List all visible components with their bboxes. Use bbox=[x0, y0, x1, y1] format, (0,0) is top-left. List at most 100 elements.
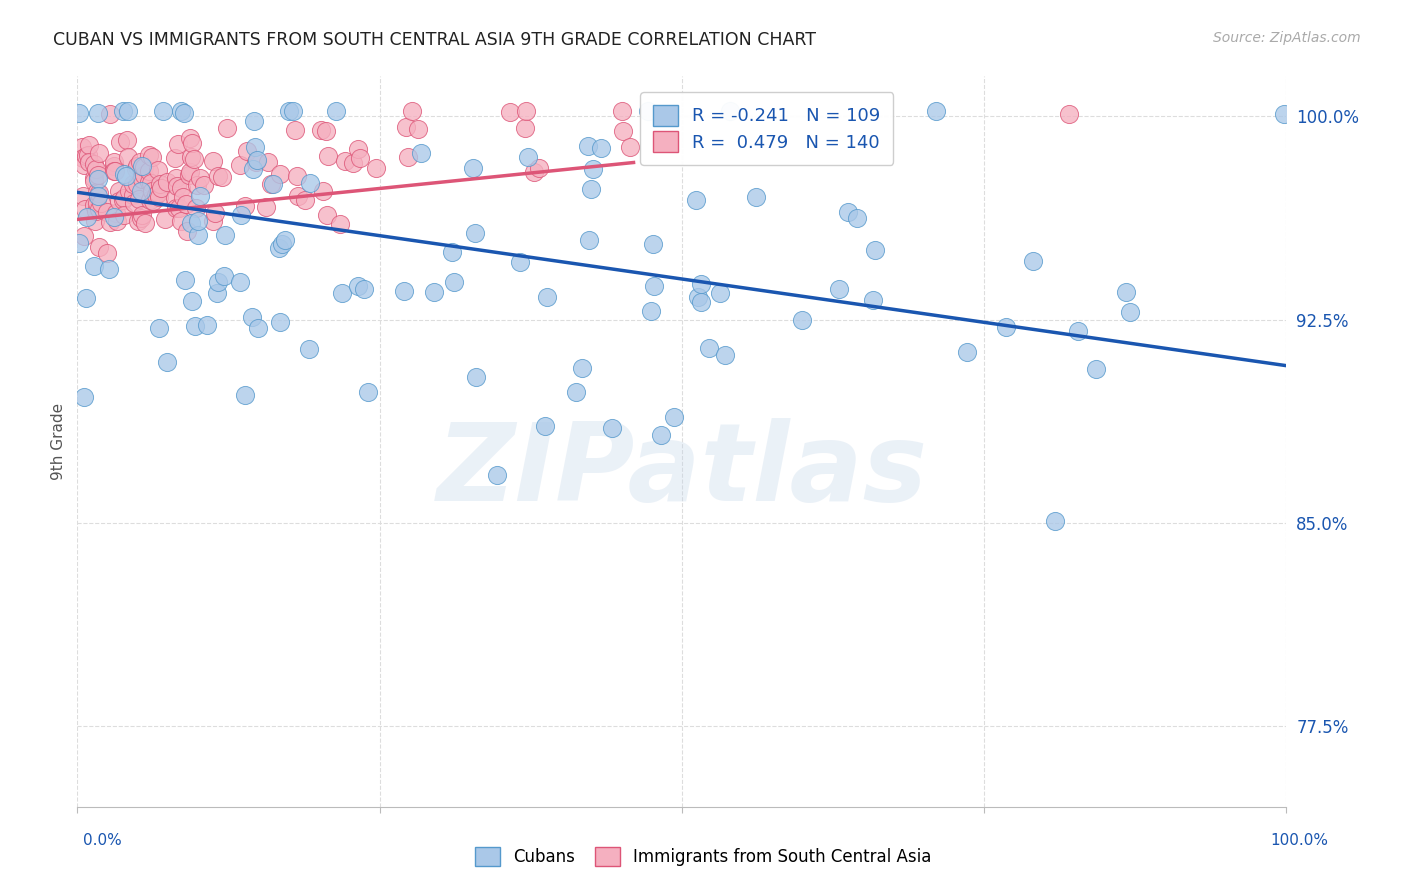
Point bbox=[284, 123, 307, 137]
Point bbox=[443, 275, 465, 289]
Point bbox=[287, 189, 309, 203]
Point bbox=[75, 291, 97, 305]
Point bbox=[179, 130, 201, 145]
Point bbox=[745, 190, 768, 204]
Point bbox=[70, 140, 93, 154]
Point bbox=[193, 178, 215, 192]
Point bbox=[349, 151, 371, 165]
Point bbox=[121, 187, 143, 202]
Point bbox=[104, 164, 127, 178]
Point bbox=[346, 279, 368, 293]
Point bbox=[156, 354, 179, 368]
Point bbox=[342, 156, 364, 170]
Point bbox=[86, 195, 108, 210]
Point bbox=[112, 103, 135, 118]
Point bbox=[995, 319, 1018, 334]
Point bbox=[709, 285, 731, 300]
Point bbox=[167, 137, 190, 152]
Point bbox=[170, 213, 193, 227]
Point bbox=[229, 275, 252, 289]
Point bbox=[564, 384, 586, 399]
Point bbox=[1043, 514, 1066, 528]
Point bbox=[138, 163, 160, 178]
Point bbox=[190, 189, 212, 203]
Point bbox=[685, 193, 707, 207]
Point bbox=[121, 177, 143, 191]
Point bbox=[114, 169, 136, 183]
Point bbox=[347, 142, 370, 156]
Point bbox=[245, 155, 267, 169]
Point bbox=[87, 202, 110, 217]
Point bbox=[262, 178, 284, 192]
Point bbox=[87, 189, 110, 203]
Point bbox=[392, 284, 415, 298]
Point bbox=[148, 190, 170, 204]
Point bbox=[269, 168, 291, 182]
Point bbox=[243, 113, 266, 128]
Point bbox=[610, 103, 633, 118]
Point bbox=[84, 214, 107, 228]
Point bbox=[77, 148, 100, 162]
Point bbox=[281, 103, 304, 118]
Point bbox=[231, 208, 253, 222]
Point bbox=[195, 318, 218, 332]
Point bbox=[790, 313, 813, 327]
Point bbox=[315, 124, 337, 138]
Point bbox=[463, 161, 485, 176]
Point bbox=[104, 206, 127, 220]
Point bbox=[486, 468, 509, 483]
Point bbox=[422, 285, 444, 300]
Point bbox=[76, 211, 98, 225]
Point bbox=[533, 418, 555, 433]
Point bbox=[714, 347, 737, 361]
Point bbox=[406, 121, 429, 136]
Point bbox=[236, 144, 259, 158]
Point bbox=[67, 236, 90, 251]
Point bbox=[440, 245, 463, 260]
Point bbox=[240, 310, 263, 325]
Point bbox=[201, 214, 224, 228]
Point bbox=[260, 178, 283, 192]
Point bbox=[650, 428, 672, 442]
Point bbox=[527, 161, 550, 175]
Point bbox=[176, 224, 198, 238]
Legend: R = -0.241   N = 109, R =  0.479   N = 140: R = -0.241 N = 109, R = 0.479 N = 140 bbox=[640, 92, 893, 164]
Point bbox=[83, 260, 105, 274]
Point bbox=[141, 150, 163, 164]
Point bbox=[582, 162, 605, 177]
Point bbox=[269, 315, 291, 329]
Point bbox=[498, 105, 520, 120]
Point bbox=[837, 204, 859, 219]
Point bbox=[163, 191, 186, 205]
Point bbox=[98, 107, 121, 121]
Point bbox=[690, 295, 713, 310]
Point bbox=[316, 208, 339, 222]
Point bbox=[148, 321, 170, 335]
Point bbox=[186, 178, 208, 192]
Point bbox=[75, 202, 97, 216]
Point bbox=[233, 388, 256, 402]
Point bbox=[298, 342, 321, 356]
Point bbox=[146, 163, 169, 178]
Point bbox=[956, 344, 979, 359]
Point bbox=[75, 149, 97, 163]
Point bbox=[204, 206, 226, 220]
Point bbox=[173, 273, 195, 287]
Point bbox=[179, 164, 201, 178]
Point bbox=[318, 149, 340, 163]
Point bbox=[134, 168, 156, 182]
Point bbox=[112, 191, 135, 205]
Point bbox=[298, 176, 321, 190]
Point bbox=[180, 293, 202, 308]
Point bbox=[270, 236, 292, 251]
Point bbox=[112, 168, 135, 182]
Point bbox=[86, 185, 108, 199]
Point bbox=[278, 103, 301, 118]
Point bbox=[862, 293, 884, 307]
Point bbox=[134, 216, 156, 230]
Point bbox=[72, 158, 94, 172]
Point bbox=[167, 201, 190, 215]
Point bbox=[183, 152, 205, 166]
Point bbox=[465, 370, 488, 384]
Point bbox=[686, 291, 709, 305]
